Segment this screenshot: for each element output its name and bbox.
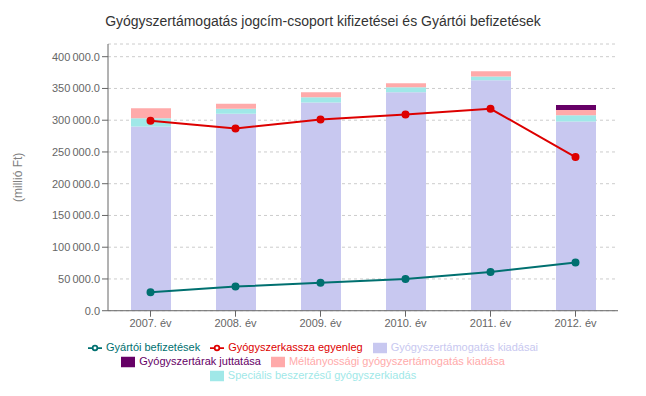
svg-text:0.0: 0.0 — [85, 305, 100, 317]
svg-text:400 000.0: 400 000.0 — [52, 51, 100, 63]
html-text:Gyógyszertárak juttatása: Gyógyszertárak juttatása — [139, 354, 261, 367]
svg-text:2007. év: 2007. év — [129, 317, 172, 329]
html-text:Gyártói befizetések: Gyártói befizetések — [106, 340, 201, 353]
svg-text:2009. év: 2009. év — [299, 317, 342, 329]
svg-text:2008. év: 2008. év — [214, 317, 257, 329]
svg-text:300 000.0: 300 000.0 — [52, 114, 100, 126]
svg-text:350 000.0: 350 000.0 — [52, 82, 100, 94]
svg-text:(millió Ft): (millió Ft) — [11, 153, 25, 202]
svg-text:150 000.0: 150 000.0 — [52, 209, 100, 221]
html-text:Méltányossági gyógyszertámogat: Méltányossági gyógyszertámogatás kiadása — [288, 354, 505, 367]
svg-text:250 000.0: 250 000.0 — [52, 146, 100, 158]
html-text:Speciális beszerzésű gyógyszer: Speciális beszerzésű gyógyszerkiadás — [227, 368, 417, 381]
svg-text:200 000.0: 200 000.0 — [52, 178, 100, 190]
html-text:Gyógyszerkassza egyenleg: Gyógyszerkassza egyenleg — [228, 340, 363, 353]
svg-text:100 000.0: 100 000.0 — [52, 241, 100, 253]
svg-text:2012. év: 2012. év — [554, 317, 597, 329]
svg-text:2011. év: 2011. év — [470, 317, 512, 329]
html-text:Gyógyszertámogatás kiadásai: Gyógyszertámogatás kiadásai — [390, 340, 538, 353]
svg-text:2010. év: 2010. év — [384, 317, 427, 329]
html-text:Gyógyszertámogatás jogcím-csop: Gyógyszertámogatás jogcím-csoport kifize… — [105, 13, 541, 29]
svg-text:50 000.0: 50 000.0 — [58, 273, 100, 285]
